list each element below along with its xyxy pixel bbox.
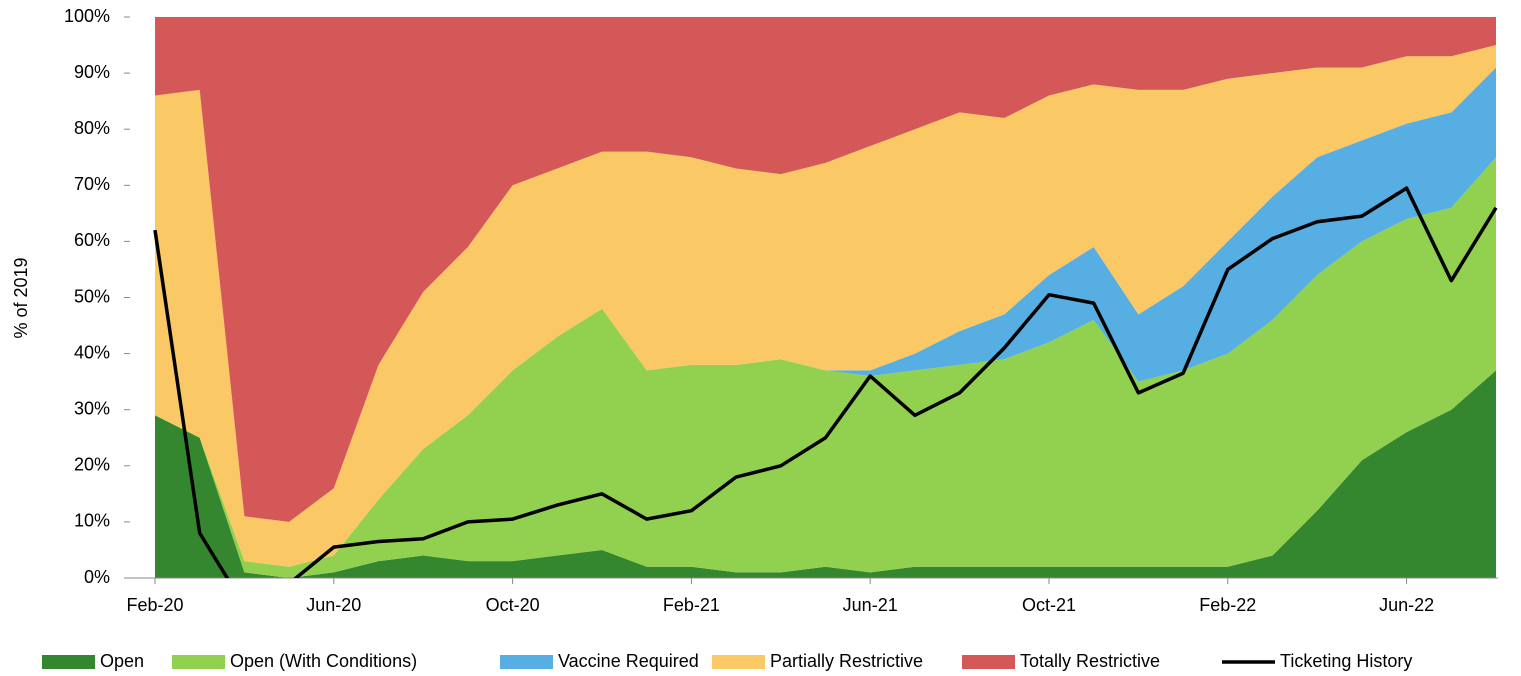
x-tick-label: Feb-20 bbox=[126, 595, 183, 615]
line bbox=[153, 186, 1498, 578]
y-tick-label: 30% bbox=[74, 398, 110, 418]
area bbox=[155, 17, 1496, 522]
legend-label: Partially Restrictive bbox=[770, 651, 923, 671]
x-tick-label: Jun-20 bbox=[306, 595, 361, 615]
y-tick-label: 0% bbox=[84, 567, 110, 587]
legend-label: Open bbox=[100, 651, 144, 671]
y-tick-label: 40% bbox=[74, 342, 110, 362]
x-tick-label: Jun-21 bbox=[843, 595, 898, 615]
x-tick-label: Oct-21 bbox=[1022, 595, 1076, 615]
area bbox=[155, 45, 1496, 567]
legend-swatch bbox=[42, 655, 95, 669]
x-tick-label: Feb-22 bbox=[1199, 595, 1256, 615]
x-tick-label: Jun-22 bbox=[1379, 595, 1434, 615]
legend-label: Open (With Conditions) bbox=[230, 651, 417, 671]
legend-label: Ticketing History bbox=[1280, 651, 1412, 671]
y-tick-label: 100% bbox=[64, 6, 110, 26]
area bbox=[155, 67, 1496, 567]
y-tick-label: 20% bbox=[74, 455, 110, 475]
y-tick-label: 80% bbox=[74, 118, 110, 138]
x-tick-label: Oct-20 bbox=[486, 595, 540, 615]
legend-swatch bbox=[500, 655, 553, 669]
x-tick-label: Feb-21 bbox=[663, 595, 720, 615]
legend-swatch bbox=[172, 655, 225, 669]
y-tick-label: 60% bbox=[74, 230, 110, 250]
y-tick-label: 70% bbox=[74, 174, 110, 194]
area bbox=[155, 370, 1496, 578]
legend-swatch bbox=[712, 655, 765, 669]
y-axis-label: % of 2019 bbox=[11, 257, 31, 338]
legend-swatch bbox=[962, 655, 1015, 669]
legend-label: Totally Restrictive bbox=[1020, 651, 1160, 671]
y-tick-label: 10% bbox=[74, 511, 110, 531]
y-tick-label: 90% bbox=[74, 62, 110, 82]
legend-label: Vaccine Required bbox=[558, 651, 699, 671]
area bbox=[155, 157, 1496, 578]
y-tick-label: 50% bbox=[74, 286, 110, 306]
